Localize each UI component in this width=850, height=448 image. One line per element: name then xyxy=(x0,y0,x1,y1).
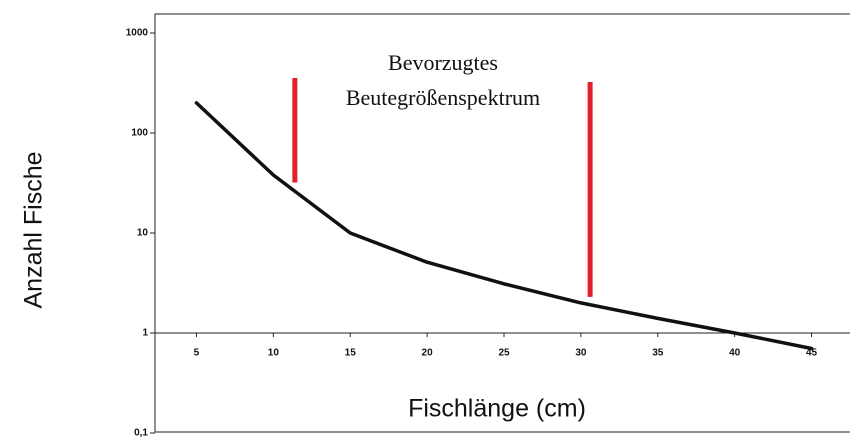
x-tick-label: 30 xyxy=(575,348,587,359)
x-tick-label: 20 xyxy=(422,348,434,359)
y-tick-label: 0,1 xyxy=(134,428,148,439)
x-tick-label: 10 xyxy=(268,348,280,359)
x-tick-label: 5 xyxy=(194,348,200,359)
plot-frame xyxy=(154,13,850,433)
x-axis-label: Fischlänge (cm) xyxy=(408,395,586,423)
x-tick-label: 40 xyxy=(729,348,741,359)
y-tick-label: 1 xyxy=(142,328,148,339)
y-tick-label: 1000 xyxy=(126,28,149,39)
x-tick-label: 45 xyxy=(806,348,818,359)
x-tick-label: 25 xyxy=(498,348,510,359)
annotation: Beutegrößenspektrum xyxy=(346,85,540,110)
annotation: Bevorzugtes xyxy=(388,50,498,75)
y-tick-label: 100 xyxy=(131,128,148,139)
data-line xyxy=(194,101,814,351)
x-tick-label: 15 xyxy=(345,348,357,359)
y-tick-label: 10 xyxy=(137,228,149,239)
y-axis-label: Anzahl Fische xyxy=(20,151,48,308)
x-tick-label: 35 xyxy=(652,348,664,359)
